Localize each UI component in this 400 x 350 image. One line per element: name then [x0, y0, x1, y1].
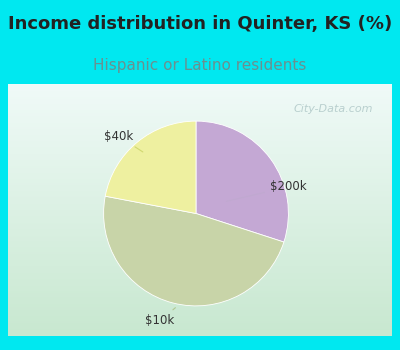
Text: $200k: $200k — [226, 180, 306, 201]
Text: Income distribution in Quinter, KS (%): Income distribution in Quinter, KS (%) — [8, 14, 392, 33]
Text: $40k: $40k — [104, 130, 143, 152]
Wedge shape — [196, 121, 288, 242]
Text: Hispanic or Latino residents: Hispanic or Latino residents — [93, 58, 307, 73]
Text: City-Data.com: City-Data.com — [293, 104, 373, 114]
Wedge shape — [104, 196, 284, 306]
Wedge shape — [105, 121, 196, 214]
Text: $10k: $10k — [145, 308, 175, 327]
